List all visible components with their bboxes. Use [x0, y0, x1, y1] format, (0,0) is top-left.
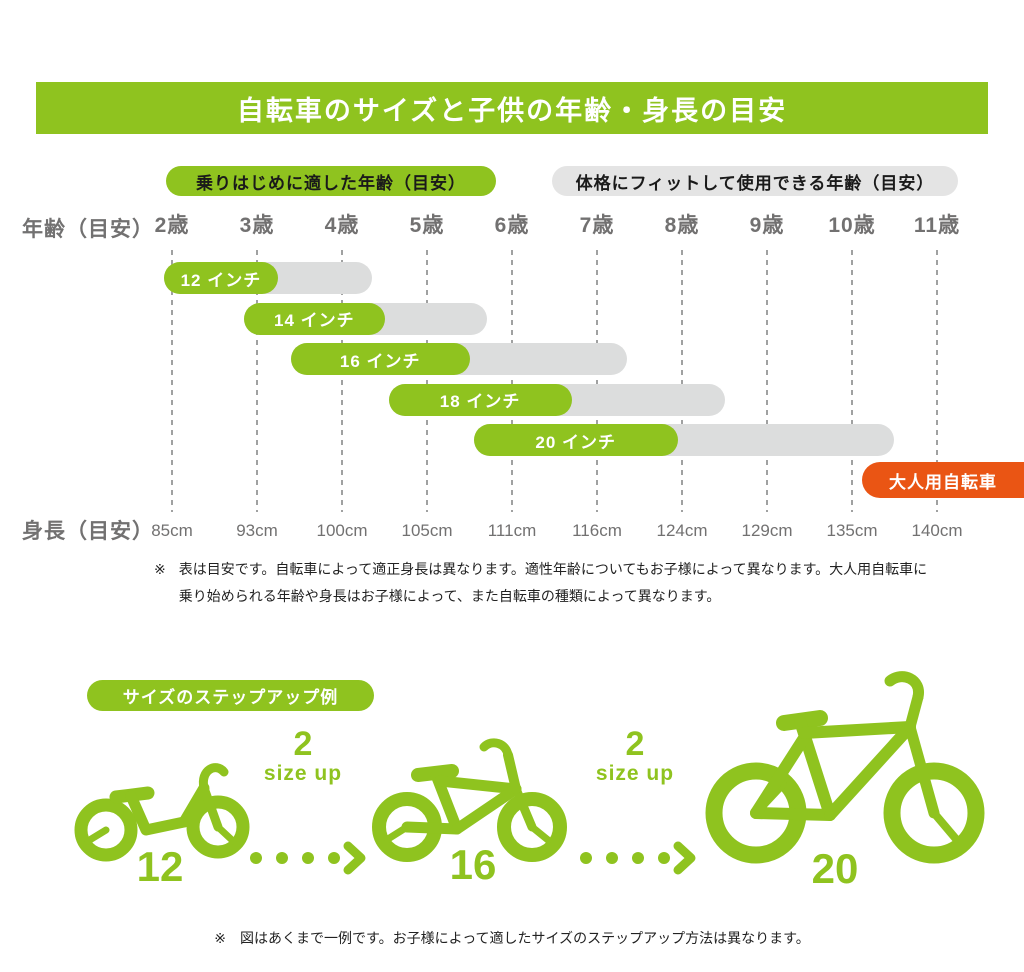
age-tick: 3歳	[239, 214, 275, 237]
gridline	[851, 250, 853, 512]
sizeup-number: 2	[625, 725, 645, 763]
height-tick: 116cm	[572, 521, 622, 540]
stepup-footnote-text: 図はあくまで一例です。お子様によって適したサイズのステップアップ方法は異なります…	[240, 930, 810, 946]
sizeup-text: size up	[595, 762, 675, 785]
gridline	[596, 250, 598, 512]
bike-12-icon	[74, 763, 250, 862]
start-age-bar: 18 インチ	[388, 383, 572, 416]
title-banner: 自転車のサイズと子供の年齢・身長の目安	[36, 82, 988, 134]
stepup-footnote: ※ 図はあくまで一例です。お子様によって適したサイズのステップアップ方法は異なり…	[0, 928, 1024, 948]
dotted-arrow-icon	[250, 841, 366, 875]
age-tick: 5歳	[409, 214, 445, 237]
plot-area: 12 インチ 14 インチ 16 インチ 18 インチ 20 インチ	[163, 250, 938, 512]
gridline	[426, 250, 428, 512]
footnote-marker: ※	[214, 930, 227, 946]
height-tick: 100cm	[316, 521, 368, 540]
age-tick: 6歳	[494, 214, 530, 237]
gridline	[341, 250, 343, 512]
bar-size-label: 12 インチ	[180, 270, 262, 290]
age-tick: 7歳	[579, 214, 615, 237]
chart-footnote: ※ 表は目安です。自転車によって適正身長は異なります。適性年齢についてもお子様に…	[154, 556, 927, 610]
gridline	[171, 250, 173, 512]
bar-size-label: 20 インチ	[535, 432, 617, 452]
bike-16-size-label: 16	[449, 841, 497, 888]
height-tick: 111cm	[487, 521, 537, 540]
age-axis-label: 年齢（目安）	[22, 218, 154, 241]
height-tick-row: 85cm 93cm 100cm 105cm 111cm 116cm 124cm 129cm 13…	[151, 516, 962, 546]
dotted-arrow-icon	[580, 841, 696, 875]
age-tick: 8歳	[664, 214, 700, 237]
gridline	[681, 250, 683, 512]
bar-row: 14 インチ	[172, 302, 937, 335]
start-age-bar: 16 インチ	[291, 343, 470, 375]
legend-fit-age-label: 体格にフィットして使用できる年齢（目安）	[575, 173, 935, 193]
bike-16-icon	[372, 738, 567, 862]
height-tick: 124cm	[656, 521, 708, 540]
bar-row: 12 インチ	[163, 262, 937, 294]
age-tick: 11歳	[913, 214, 961, 237]
page-title: 自転車のサイズと子供の年齢・身長の目安	[236, 95, 788, 126]
stepup-title: サイズのステップアップ例	[122, 688, 339, 707]
age-tick: 2歳	[154, 214, 190, 237]
bar-size-label: 14 インチ	[274, 311, 355, 330]
bike-20-size-label: 20	[811, 845, 859, 892]
age-tick: 4歳	[324, 214, 360, 237]
height-tick: 140cm	[911, 521, 963, 540]
stepup-title-pill: サイズのステップアップ例	[87, 680, 374, 711]
adult-bike-badge-label: 大人用自転車	[889, 472, 997, 492]
height-axis-label: 身長（目安）	[22, 520, 154, 543]
start-age-bar: 14 インチ	[244, 302, 385, 335]
chart-footnote-line1: 表は目安です。自転車によって適正身長は異なります。適性年齢についてもお子様によっ…	[178, 561, 928, 577]
adult-bike-badge: 大人用自転車	[862, 462, 1024, 498]
chart-footnote-line2: 乗り始められる年齢や身長はお子様によって、また自転車の種類によって異なります。	[178, 588, 721, 604]
height-tick: 85cm	[151, 521, 193, 540]
age-tick: 10歳	[828, 214, 876, 237]
bar-size-label: 16 インチ	[339, 351, 421, 371]
footnote-marker: ※	[154, 561, 166, 577]
bar-row: 18 インチ	[172, 383, 937, 416]
sizeup-text: size up	[263, 762, 343, 785]
age-tick: 9歳	[749, 214, 785, 237]
gridline	[256, 250, 258, 512]
gridline	[511, 250, 513, 512]
gridline	[766, 250, 768, 512]
height-tick: 135cm	[826, 521, 878, 540]
age-tick-row: 2歳 3歳 4歳 5歳 6歳 7歳 8歳 9歳 10歳 11歳	[155, 211, 959, 241]
bar-row: 16 インチ	[172, 343, 937, 375]
sizeup-number: 2	[293, 725, 313, 763]
legend-start-age-label: 乗りはじめに適した年齢（目安）	[196, 173, 466, 193]
height-tick: 129cm	[741, 521, 793, 540]
sizeup-label-2: 2 size up	[570, 726, 700, 786]
chart-footnote-text: 表は目安です。自転車によって適正身長は異なります。適性年齢についてもお子様によっ…	[179, 556, 927, 610]
legend-start-age: 乗りはじめに適した年齢（目安）	[166, 166, 496, 196]
bike-20-icon	[705, 671, 985, 864]
bar-size-label: 18 インチ	[439, 392, 521, 411]
height-tick: 93cm	[236, 521, 278, 540]
legend-fit-age: 体格にフィットして使用できる年齢（目安）	[552, 166, 958, 196]
start-age-bar: 12 インチ	[163, 262, 279, 294]
height-tick: 105cm	[401, 521, 453, 540]
sizeup-label-1: 2 size up	[238, 726, 368, 786]
start-age-bar: 20 インチ	[473, 424, 678, 456]
bar-row: 20 インチ	[172, 424, 937, 456]
gridline	[936, 250, 938, 512]
bike-12-size-label: 12	[136, 843, 184, 890]
